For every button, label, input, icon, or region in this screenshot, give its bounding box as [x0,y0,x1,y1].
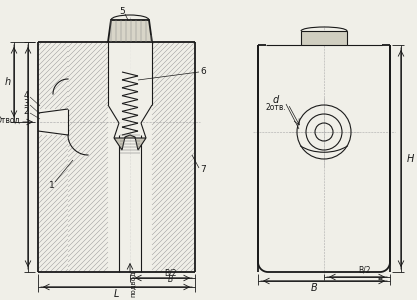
Text: d: d [273,95,279,105]
Text: подвод: подвод [129,271,135,297]
Text: Отвод: Отвод [0,116,20,124]
Text: B/2: B/2 [164,268,177,278]
Bar [119,42,141,272]
Polygon shape [108,20,152,42]
Text: B: B [311,283,317,293]
Text: 1: 1 [49,181,55,190]
Text: 7: 7 [200,166,206,175]
Text: B: B [168,275,173,284]
Text: L: L [114,289,119,299]
Text: h: h [5,77,11,87]
Text: 4: 4 [23,91,29,100]
Bar [108,42,152,105]
Polygon shape [114,135,146,150]
Text: 6: 6 [200,68,206,76]
Text: 2отв.: 2отв. [266,103,286,112]
Text: 3: 3 [23,99,29,108]
Bar [301,31,347,45]
Text: H: H [407,154,414,164]
Text: 5: 5 [119,8,125,16]
Text: B/2: B/2 [359,266,371,274]
Text: 2: 2 [23,107,29,116]
